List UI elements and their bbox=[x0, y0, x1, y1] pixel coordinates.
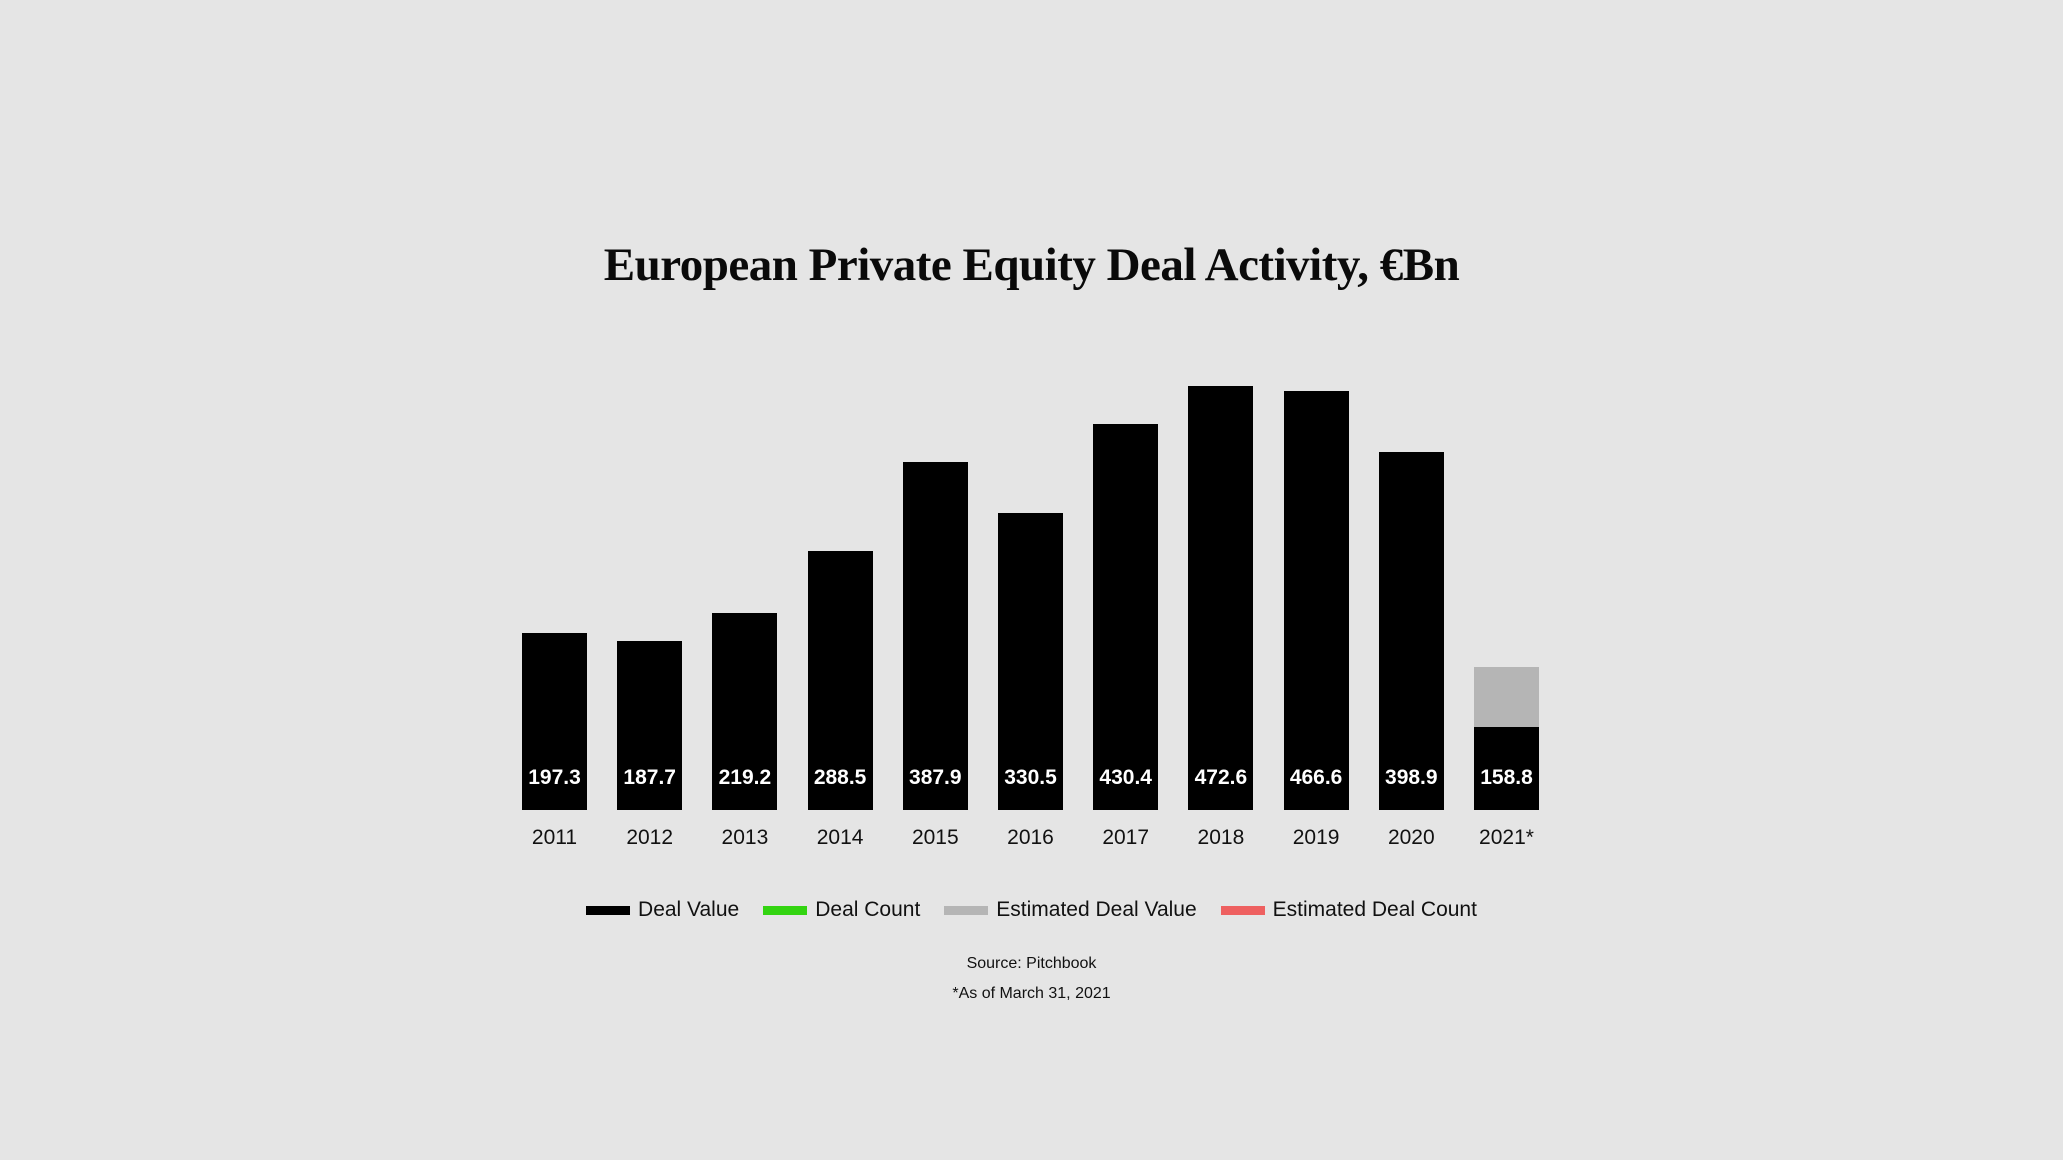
x-axis-label: 2014 bbox=[816, 826, 864, 849]
bar-segment-value bbox=[807, 550, 873, 810]
bar-segment-value bbox=[1188, 385, 1254, 810]
x-axis-label: 2021* bbox=[1479, 826, 1534, 849]
bar-2011: 197.3 bbox=[522, 632, 587, 810]
bar-segment-value bbox=[1283, 390, 1349, 810]
bar-2017: 430.4 bbox=[1093, 423, 1159, 810]
bar-segment-estimated bbox=[1474, 667, 1539, 728]
legend-label: Estimated Deal Count bbox=[1272, 898, 1477, 921]
bar-value-label: 430.4 bbox=[1099, 765, 1152, 789]
legend-label: Estimated Deal Value bbox=[996, 898, 1197, 921]
chart-title: European Private Equity Deal Activity, €… bbox=[603, 239, 1460, 291]
bar-2016: 330.5 bbox=[998, 513, 1063, 810]
x-axis-label: 2011 bbox=[531, 826, 578, 849]
bar-2019: 466.6 bbox=[1283, 390, 1349, 810]
bar-value-label: 219.2 bbox=[718, 765, 772, 789]
bar-value-label: 398.9 bbox=[1385, 765, 1438, 789]
bar-value-label: 158.8 bbox=[1480, 765, 1533, 789]
swatch-deal-count-icon bbox=[763, 905, 808, 915]
bar-2020: 398.9 bbox=[1378, 451, 1444, 810]
bar-segment-value bbox=[617, 641, 683, 810]
legend-item-deal-value: Deal Value bbox=[586, 898, 739, 922]
bar-segment-value bbox=[712, 613, 778, 810]
bar-chart: 197.3 2011 187.7 2012 219.2 2013 288.5 2014 387.… bbox=[522, 385, 1539, 849]
bar-segment-value bbox=[902, 461, 968, 810]
bar-segment-value bbox=[1474, 727, 1539, 810]
bar-value-label: 197.3 bbox=[528, 765, 581, 789]
x-axis-label: 2012 bbox=[626, 826, 674, 849]
legend-item-estimated-deal-value: Estimated Deal Value bbox=[944, 898, 1197, 922]
legend-label: Deal Value bbox=[638, 898, 740, 921]
bar-value-label: 466.6 bbox=[1289, 765, 1343, 789]
x-axis-label: 2018 bbox=[1197, 826, 1245, 849]
legend: Deal Value Deal Count Estimated Deal Val… bbox=[0, 898, 2063, 922]
bar-segment-value bbox=[1378, 451, 1444, 810]
x-axis-label: 2016 bbox=[1007, 826, 1054, 849]
bar-2012: 187.7 bbox=[617, 641, 683, 810]
swatch-deal-value-icon bbox=[586, 905, 631, 915]
bar-segment-value bbox=[522, 632, 587, 810]
bar-2018: 472.6 bbox=[1188, 385, 1254, 810]
legend-label: Deal Count bbox=[815, 898, 921, 921]
swatch-estimated-deal-value-icon bbox=[944, 905, 989, 915]
bar-2014: 288.5 bbox=[807, 550, 873, 810]
bar-2021: 158.8 bbox=[1474, 667, 1539, 810]
x-axis-label: 2017 bbox=[1102, 826, 1150, 849]
x-axis-label: 2020 bbox=[1387, 826, 1435, 849]
bar-segment-value bbox=[1093, 423, 1159, 810]
bar-value-label: 288.5 bbox=[813, 765, 867, 789]
bar-segment-value bbox=[998, 513, 1063, 810]
swatch-estimated-deal-count-icon bbox=[1220, 905, 1265, 915]
x-axis-label: 2013 bbox=[721, 826, 769, 849]
as-of-note: *As of March 31, 2021 bbox=[952, 985, 1111, 1002]
bar-2013: 219.2 bbox=[712, 613, 778, 810]
bar-2015: 387.9 bbox=[902, 461, 968, 810]
bar-value-label: 472.6 bbox=[1194, 765, 1248, 789]
bar-value-label: 330.5 bbox=[1004, 765, 1057, 789]
x-axis-label: 2019 bbox=[1292, 826, 1340, 849]
source-note: Source: Pitchbook bbox=[966, 955, 1097, 972]
x-axis-label: 2015 bbox=[911, 826, 959, 849]
legend-item-estimated-deal-count: Estimated Deal Count bbox=[1220, 898, 1477, 922]
bar-value-label: 387.9 bbox=[909, 765, 962, 789]
bar-value-label: 187.7 bbox=[623, 765, 676, 789]
legend-item-deal-count: Deal Count bbox=[763, 898, 920, 922]
